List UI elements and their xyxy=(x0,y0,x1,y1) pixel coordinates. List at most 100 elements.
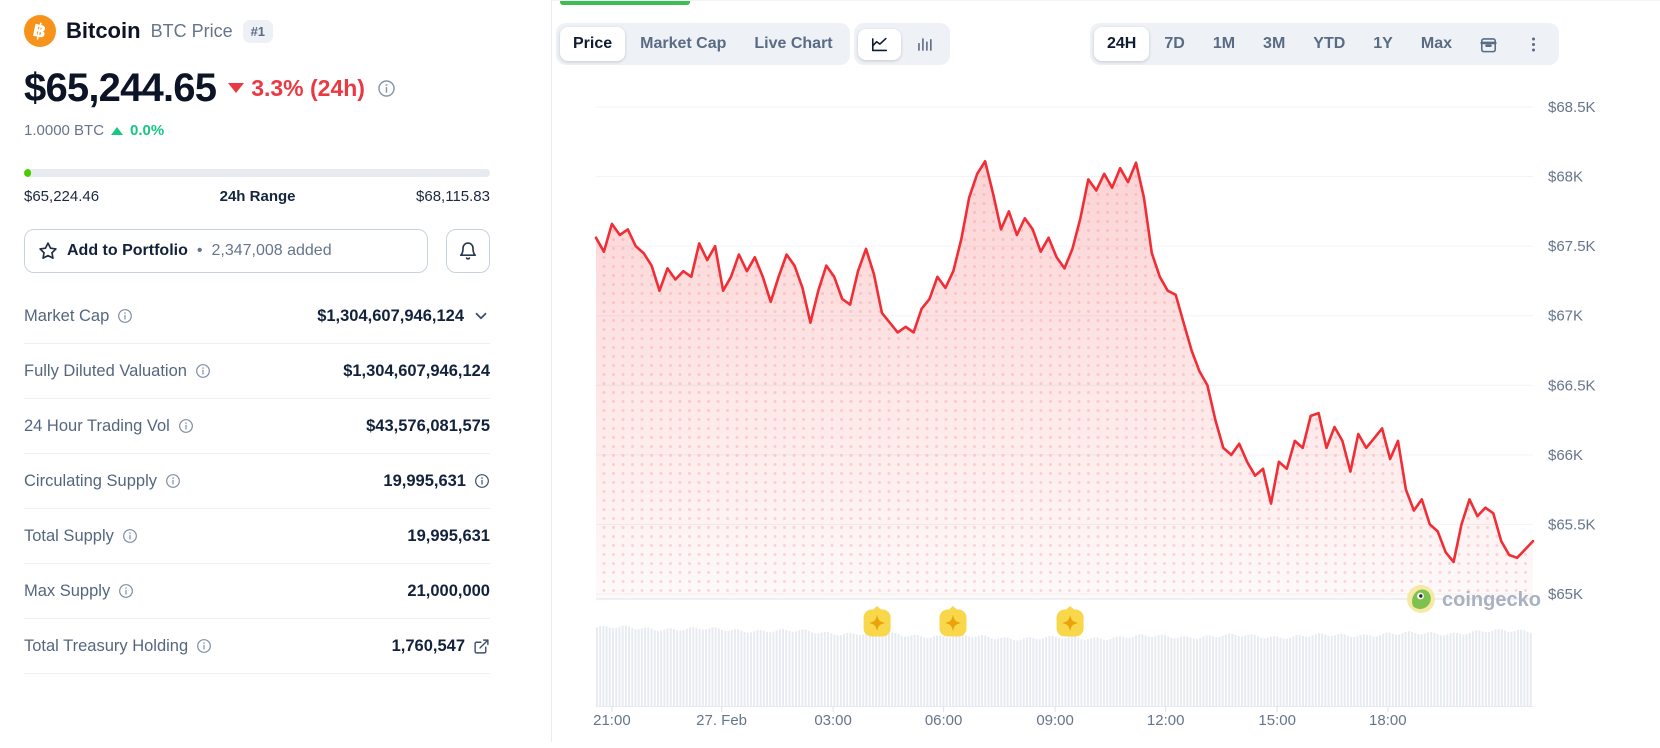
stat-row-total-supply: Total Supply 19,995,631 xyxy=(24,509,490,564)
btc-conversion-row: 1.0000 BTC 0.0% xyxy=(24,122,490,139)
current-price: $65,244.65 xyxy=(24,65,217,110)
chart-panel: $68.5K $68K $67.5K $67K $66.5K $66K $65.5K $65K… xyxy=(552,0,1660,742)
coin-name: Bitcoin xyxy=(66,18,141,43)
price-change-value: 3.3% (24h) xyxy=(251,74,365,101)
chart-tab-live-chart[interactable]: Live Chart xyxy=(741,27,845,60)
x-axis-label: 03:00 xyxy=(814,712,852,729)
bar-chart-icon xyxy=(915,35,934,54)
x-axis-label: 06:00 xyxy=(925,712,963,729)
stat-label: Circulating Supply xyxy=(24,471,157,490)
coingecko-watermark: coingecko xyxy=(1407,585,1541,613)
range-low: $65,224.46 xyxy=(24,188,100,205)
portfolio-separator: • xyxy=(196,242,203,259)
stat-label: Total Treasury Holding xyxy=(24,636,189,655)
range-button-3m[interactable]: 3M xyxy=(1250,27,1298,60)
info-icon[interactable] xyxy=(474,473,490,489)
info-icon[interactable] xyxy=(122,528,138,544)
more-options-button[interactable] xyxy=(1512,29,1555,60)
stat-value: $1,304,607,946,124 xyxy=(317,306,464,325)
y-axis-label: $66.5K xyxy=(1548,377,1596,394)
range-bar-fill xyxy=(24,169,31,177)
info-icon[interactable] xyxy=(118,583,134,599)
chart-tab-price[interactable]: Price xyxy=(560,27,626,61)
range-high: $68,115.83 xyxy=(416,188,490,205)
volume-bars xyxy=(596,625,1532,706)
stat-value: 19,995,631 xyxy=(383,471,466,490)
btc-equivalent: 1.0000 BTC xyxy=(24,122,105,139)
range-button-24h[interactable]: 24H xyxy=(1094,27,1150,61)
coin-symbol-label: BTC Price xyxy=(150,20,233,41)
stat-value: 1,760,547 xyxy=(391,636,465,655)
info-icon[interactable] xyxy=(178,418,194,434)
stat-row-circulating-supply: Circulating Supply 19,995,631 xyxy=(24,454,490,509)
triangle-up-icon xyxy=(111,126,124,135)
chevron-down-icon[interactable] xyxy=(472,307,490,325)
price-alert-button[interactable] xyxy=(446,229,490,273)
range-button-7d[interactable]: 7D xyxy=(1151,27,1197,60)
triangle-down-icon xyxy=(228,83,245,93)
range-section: $65,224.46 24h Range $68,115.83 xyxy=(24,169,490,205)
stat-label: Fully Diluted Valuation xyxy=(24,361,187,380)
active-page-tab-indicator xyxy=(560,1,690,5)
coin-summary-panel: ฿ Bitcoin BTC Price #1 $65,244.65 3.3% (… xyxy=(0,0,552,742)
price-info-icon[interactable] xyxy=(377,79,396,98)
external-link-icon[interactable] xyxy=(473,638,490,655)
stat-label: 24 Hour Trading Vol xyxy=(24,416,170,435)
line-chart-icon xyxy=(870,35,889,54)
price-change: 3.3% (24h) xyxy=(228,75,365,102)
event-star-marker[interactable] xyxy=(1056,606,1084,637)
calendar-button[interactable] xyxy=(1467,29,1510,60)
price-area-dots xyxy=(596,161,1533,600)
event-star-marker[interactable] xyxy=(863,606,891,637)
x-axis-label: 18:00 xyxy=(1369,712,1407,729)
y-axis-label: $67K xyxy=(1548,308,1583,325)
info-icon[interactable] xyxy=(196,638,212,654)
stat-row-fully-diluted-valuation: Fully Diluted Valuation $1,304,607,946,12… xyxy=(24,344,490,399)
stat-row-market-cap: Market Cap $1,304,607,946,124 xyxy=(24,289,490,344)
y-axis-label: $68.5K xyxy=(1548,99,1596,116)
range-label: 24h Range xyxy=(219,188,296,205)
chart-style-group xyxy=(854,23,950,65)
y-axis-label: $66K xyxy=(1548,447,1583,464)
info-icon[interactable] xyxy=(117,308,133,324)
stat-row-max-supply: Max Supply 21,000,000 xyxy=(24,564,490,619)
info-icon[interactable] xyxy=(195,363,211,379)
chart-style-bar-chart-button[interactable] xyxy=(903,29,946,60)
y-axis-label: $65K xyxy=(1548,586,1583,603)
btc-change-value: 0.0% xyxy=(130,122,165,139)
stat-value: 21,000,000 xyxy=(407,581,490,600)
star-icon xyxy=(38,241,58,261)
coin-header: ฿ Bitcoin BTC Price #1 xyxy=(24,14,490,48)
chart-tab-market-cap[interactable]: Market Cap xyxy=(627,27,739,60)
stat-label: Max Supply xyxy=(24,581,111,600)
event-star-marker[interactable] xyxy=(939,606,967,637)
chart-style-line-chart-button[interactable] xyxy=(858,28,901,60)
y-axis-label: $68K xyxy=(1548,169,1583,186)
y-axis-label: $67.5K xyxy=(1548,238,1596,255)
chart-tabs-group: Price Market Cap Live Chart xyxy=(556,23,850,65)
x-axis-label: 15:00 xyxy=(1258,712,1296,729)
portfolio-count: 2,347,008 added xyxy=(211,242,332,259)
stat-label: Total Supply xyxy=(24,526,114,545)
info-icon[interactable] xyxy=(165,473,181,489)
range-button-max[interactable]: Max xyxy=(1408,27,1465,60)
rank-badge: #1 xyxy=(242,19,274,43)
range-button-ytd[interactable]: YTD xyxy=(1300,27,1358,60)
price-chart: $68.5K $68K $67.5K $67K $66.5K $66K $65.5K $65K… xyxy=(552,1,1660,742)
x-axis-label: 27. Feb xyxy=(696,712,747,729)
bitcoin-logo-icon: ฿ xyxy=(24,15,56,47)
stats-list: Market Cap $1,304,607,946,124 Fully Dilute… xyxy=(24,289,490,674)
add-to-portfolio-button[interactable]: Add to Portfolio • 2,347,008 added xyxy=(24,229,428,273)
chart-plot-area[interactable] xyxy=(596,86,1533,599)
x-axis-label: 21:00 xyxy=(593,712,631,729)
range-button-1y[interactable]: 1Y xyxy=(1360,27,1406,60)
time-range-group: 24H 7D 1M 3M YTD 1Y Max xyxy=(1090,23,1559,65)
stat-value: $43,576,081,575 xyxy=(366,416,490,435)
watermark-text: coingecko xyxy=(1442,589,1541,611)
x-axis-label: 09:00 xyxy=(1036,712,1074,729)
stat-value: $1,304,607,946,124 xyxy=(343,361,490,380)
stat-row-total-treasury-holding: Total Treasury Holding 1,760,547 xyxy=(24,619,490,674)
stat-row-24-hour-trading-vol: 24 Hour Trading Vol $43,576,081,575 xyxy=(24,399,490,454)
range-button-1m[interactable]: 1M xyxy=(1200,27,1248,60)
